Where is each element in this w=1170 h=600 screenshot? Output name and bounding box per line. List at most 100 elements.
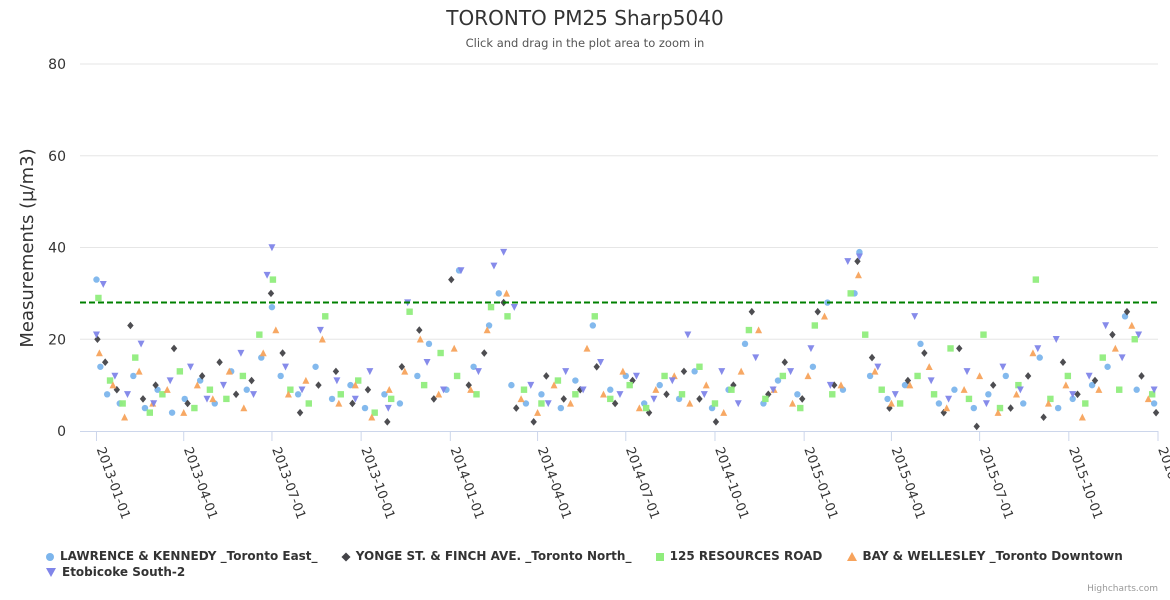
data-point bbox=[416, 335, 424, 343]
data-point bbox=[781, 358, 788, 366]
data-point bbox=[871, 367, 879, 375]
legend-item-resources-road[interactable]: 125 RESOURCES ROAD bbox=[655, 548, 822, 564]
data-point bbox=[92, 331, 100, 339]
data-point bbox=[294, 391, 302, 398]
data-point bbox=[1109, 330, 1116, 339]
data-point bbox=[351, 381, 359, 389]
credits-link[interactable]: Highcharts.com bbox=[1087, 584, 1158, 594]
data-point bbox=[684, 331, 692, 339]
legend-item-yonge-finch[interactable]: YONGE ST. & FINCH AVE. _Toronto North_ bbox=[341, 548, 631, 564]
data-point bbox=[97, 363, 104, 370]
data-point bbox=[371, 409, 378, 416]
data-point bbox=[538, 400, 545, 407]
data-point bbox=[755, 326, 763, 334]
x-tick-label: 2015-07-01 bbox=[976, 445, 1016, 521]
data-point bbox=[440, 386, 448, 394]
data-point bbox=[1069, 391, 1077, 398]
data-point bbox=[1040, 413, 1047, 422]
data-point bbox=[572, 391, 579, 398]
data-point bbox=[985, 391, 992, 398]
chart-plot[interactable]: 0 20 40 60 80 2013-01-01 2013-04-01 2013-07-01 2… bbox=[0, 0, 1170, 540]
data-point bbox=[510, 303, 518, 311]
data-point bbox=[887, 399, 895, 407]
data-point bbox=[572, 377, 579, 384]
data-point bbox=[298, 386, 306, 394]
data-point bbox=[225, 367, 233, 375]
data-point bbox=[473, 391, 480, 398]
data-point bbox=[661, 372, 668, 380]
data-point bbox=[809, 363, 817, 370]
data-point bbox=[847, 290, 854, 297]
data-point bbox=[538, 391, 545, 398]
data-point bbox=[814, 307, 821, 316]
data-point bbox=[1091, 376, 1099, 385]
data-point bbox=[678, 391, 686, 398]
data-point bbox=[1047, 395, 1054, 403]
data-point bbox=[550, 381, 558, 389]
legend-item-etobicoke-south[interactable]: Etobicoke South-2 bbox=[46, 564, 185, 580]
data-point bbox=[591, 313, 598, 320]
data-point bbox=[925, 363, 933, 370]
data-point bbox=[248, 376, 255, 385]
x-tick-label: 2015-01-01 bbox=[800, 445, 840, 521]
data-point bbox=[663, 390, 670, 399]
data-point bbox=[911, 313, 919, 321]
data-point bbox=[305, 400, 312, 407]
data-point bbox=[1016, 386, 1024, 394]
chart-title: TORONTO PM25 Sharp5040 bbox=[446, 6, 724, 30]
data-point bbox=[351, 395, 359, 403]
x-tick-label: 2013-01-01 bbox=[93, 445, 133, 521]
data-point bbox=[1152, 408, 1160, 417]
data-point bbox=[696, 363, 703, 370]
data-point bbox=[807, 345, 815, 353]
data-point bbox=[239, 372, 247, 380]
data-point bbox=[315, 381, 322, 389]
data-point bbox=[799, 395, 806, 403]
data-point bbox=[170, 344, 178, 353]
data-point bbox=[951, 386, 958, 393]
data-point bbox=[700, 391, 708, 398]
data-point bbox=[457, 267, 465, 275]
data-point bbox=[366, 368, 374, 376]
data-point bbox=[448, 275, 455, 284]
data-point bbox=[1104, 363, 1111, 370]
data-point bbox=[111, 372, 119, 380]
x-tick-label: 2014-04-01 bbox=[534, 445, 574, 521]
legend-item-lawrence-kennedy[interactable]: LAWRENCE & KENNEDY _Toronto East_ bbox=[46, 548, 318, 564]
series-group bbox=[95, 271, 1152, 421]
data-point bbox=[124, 391, 132, 398]
data-point bbox=[495, 290, 502, 297]
data-points bbox=[92, 244, 1160, 431]
data-point bbox=[1133, 386, 1140, 393]
data-point bbox=[854, 271, 862, 279]
data-point bbox=[268, 303, 276, 311]
data-point bbox=[593, 362, 600, 371]
data-point bbox=[826, 381, 834, 389]
x-tick-label: 2014-10-01 bbox=[711, 445, 751, 521]
data-point bbox=[1024, 372, 1032, 380]
data-point bbox=[1128, 321, 1136, 329]
data-point bbox=[152, 381, 159, 389]
data-point bbox=[884, 395, 891, 403]
data-point bbox=[945, 395, 953, 403]
data-point bbox=[406, 308, 413, 315]
data-point bbox=[1059, 358, 1067, 366]
legend-item-bay-wellesley[interactable]: BAY & WELLESLEY _Toronto Downtown bbox=[846, 548, 1123, 564]
data-point bbox=[467, 386, 475, 393]
data-point bbox=[629, 376, 636, 385]
data-point bbox=[119, 400, 126, 407]
data-point bbox=[645, 408, 653, 417]
data-point bbox=[980, 331, 987, 338]
data-point bbox=[844, 258, 852, 265]
data-point bbox=[94, 335, 101, 344]
data-point bbox=[1032, 276, 1040, 283]
data-point bbox=[423, 358, 431, 366]
data-point bbox=[567, 399, 575, 407]
x-tick-label: 2013-04-01 bbox=[180, 445, 220, 521]
data-point bbox=[99, 281, 107, 288]
data-point bbox=[982, 400, 990, 408]
data-point bbox=[106, 377, 114, 384]
data-point bbox=[181, 395, 188, 403]
series-group bbox=[93, 248, 1158, 416]
data-point bbox=[562, 368, 570, 376]
